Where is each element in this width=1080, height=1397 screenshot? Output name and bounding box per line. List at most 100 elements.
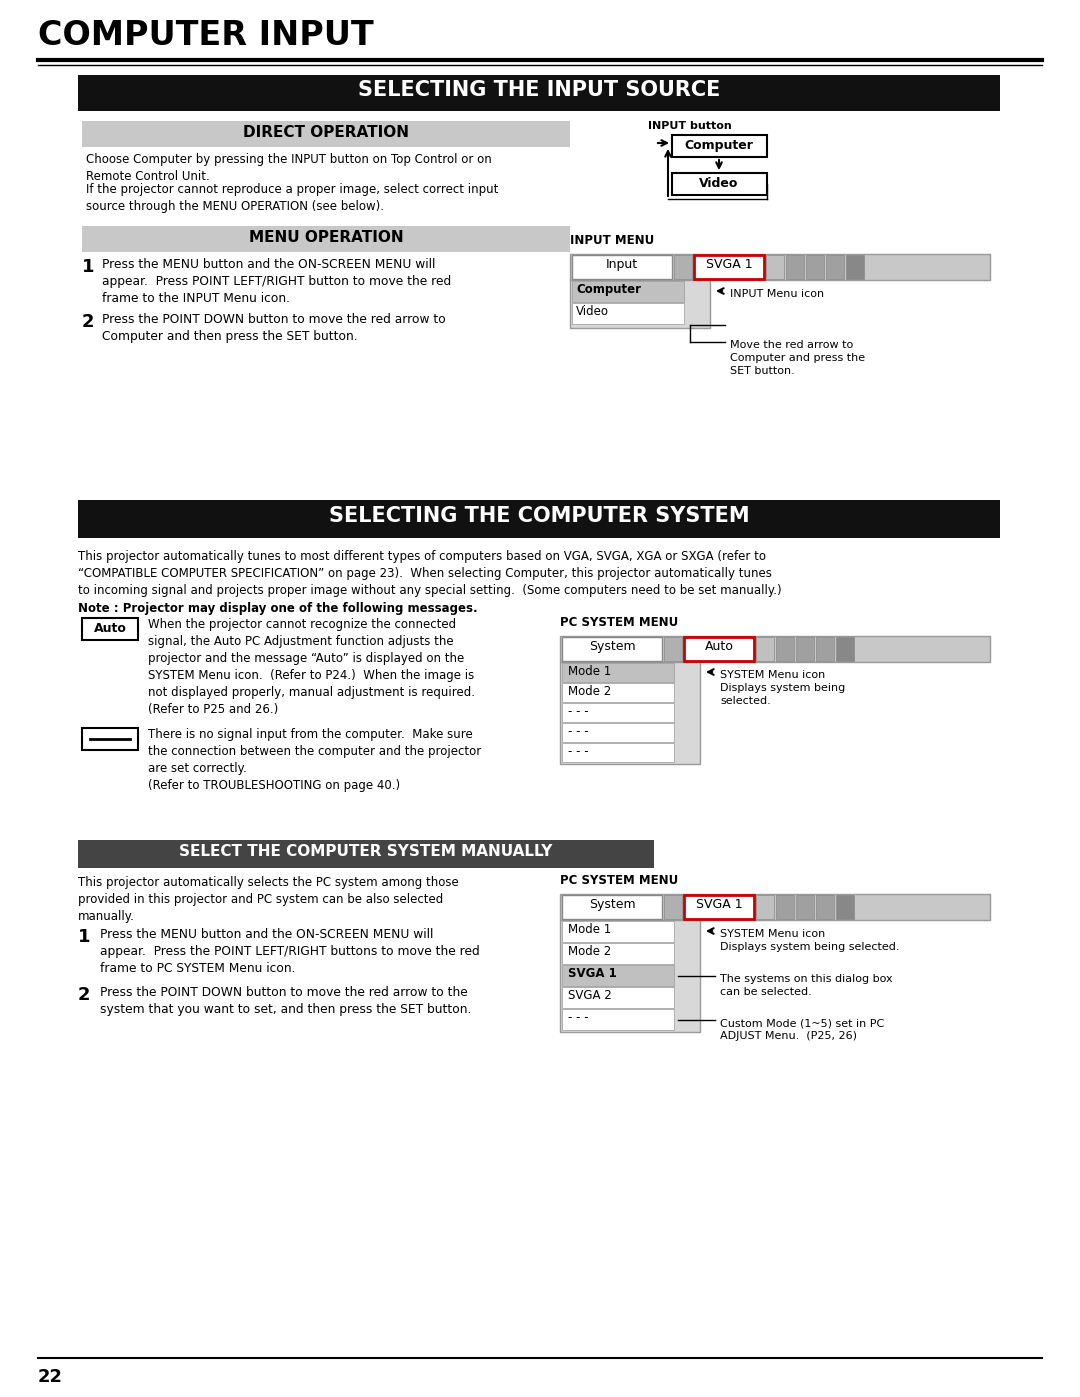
Text: Press the POINT DOWN button to move the red arrow to the
system that you want to: Press the POINT DOWN button to move the …	[100, 986, 471, 1016]
Text: INPUT Menu icon: INPUT Menu icon	[730, 289, 824, 299]
Bar	[561, 662, 700, 764]
Text: MENU OPERATION: MENU OPERATION	[248, 231, 403, 244]
Text: Press the POINT DOWN button to move the red arrow to
Computer and then press the: Press the POINT DOWN button to move the …	[102, 313, 446, 344]
Text: SELECT THE COMPUTER SYSTEM MANUALLY: SELECT THE COMPUTER SYSTEM MANUALLY	[179, 844, 553, 859]
Bar	[796, 895, 814, 919]
Bar	[684, 895, 754, 919]
Bar	[664, 637, 681, 661]
Text: Mode 2: Mode 2	[568, 685, 611, 698]
Text: System: System	[589, 898, 635, 911]
Bar	[561, 921, 700, 1032]
Text: SVGA 1: SVGA 1	[696, 898, 742, 911]
Text: If the projector cannot reproduce a proper image, select correct input
source th: If the projector cannot reproduce a prop…	[86, 183, 498, 212]
Text: - - -: - - -	[568, 1011, 589, 1024]
Text: SVGA 1: SVGA 1	[705, 258, 753, 271]
Bar	[572, 281, 684, 302]
Bar	[674, 256, 692, 279]
Text: System: System	[589, 640, 635, 652]
Text: Video: Video	[576, 305, 609, 319]
Text: SELECTING THE INPUT SOURCE: SELECTING THE INPUT SOURCE	[357, 80, 720, 101]
Bar	[562, 703, 674, 722]
Text: 1: 1	[82, 258, 95, 277]
Bar	[786, 256, 804, 279]
Text: DIRECT OPERATION: DIRECT OPERATION	[243, 124, 409, 140]
Bar	[836, 895, 854, 919]
Bar	[836, 637, 854, 661]
Bar	[78, 75, 1000, 110]
Text: SVGA 1: SVGA 1	[568, 967, 617, 981]
Bar	[796, 637, 814, 661]
Text: PC SYSTEM MENU: PC SYSTEM MENU	[561, 616, 678, 629]
Text: Press the MENU button and the ON-SCREEN MENU will
appear.  Press POINT LEFT/RIGH: Press the MENU button and the ON-SCREEN …	[102, 258, 451, 305]
Text: 22: 22	[38, 1368, 63, 1386]
Text: The systems on this dialog box
can be selected.: The systems on this dialog box can be se…	[720, 974, 893, 997]
Text: There is no signal input from the computer.  Make sure
the connection between th: There is no signal input from the comput…	[148, 728, 482, 792]
Bar	[672, 136, 767, 156]
Text: - - -: - - -	[568, 745, 589, 759]
Bar	[562, 664, 674, 682]
Bar	[777, 637, 794, 661]
Text: 1: 1	[78, 928, 91, 946]
Text: Computer: Computer	[685, 138, 754, 152]
Text: SYSTEM Menu icon
Displays system being
selected.: SYSTEM Menu icon Displays system being s…	[720, 671, 846, 707]
Bar	[82, 617, 138, 640]
Text: Computer: Computer	[576, 284, 642, 296]
Bar	[756, 637, 774, 661]
Bar	[78, 500, 1000, 538]
Text: Auto: Auto	[704, 640, 733, 652]
Bar	[78, 840, 654, 868]
Text: Video: Video	[700, 177, 739, 190]
Text: When the projector cannot recognize the connected
signal, the Auto PC Adjustment: When the projector cannot recognize the …	[148, 617, 475, 717]
Text: Mode 2: Mode 2	[568, 944, 611, 958]
Bar	[562, 943, 674, 964]
Bar	[562, 1009, 674, 1030]
Bar	[694, 256, 764, 279]
Text: Input: Input	[606, 258, 638, 271]
Text: Move the red arrow to
Computer and press the
SET button.: Move the red arrow to Computer and press…	[730, 339, 865, 376]
Bar	[570, 254, 990, 279]
Bar	[672, 173, 767, 196]
Bar	[664, 895, 681, 919]
Bar	[756, 895, 774, 919]
Bar	[562, 988, 674, 1009]
Bar	[816, 895, 834, 919]
Bar	[82, 226, 570, 251]
Text: Auto: Auto	[94, 622, 126, 636]
Text: INPUT button: INPUT button	[648, 122, 732, 131]
Text: PC SYSTEM MENU: PC SYSTEM MENU	[561, 875, 678, 887]
Bar	[82, 728, 138, 750]
Text: SELECTING THE COMPUTER SYSTEM: SELECTING THE COMPUTER SYSTEM	[328, 506, 750, 527]
Text: 2: 2	[82, 313, 95, 331]
Text: - - -: - - -	[568, 725, 589, 738]
Bar	[766, 256, 784, 279]
Bar	[561, 636, 990, 662]
Bar	[562, 965, 674, 986]
Text: COMPUTER INPUT: COMPUTER INPUT	[38, 20, 374, 52]
Bar	[562, 724, 674, 742]
Text: Press the MENU button and the ON-SCREEN MENU will
appear.  Press the POINT LEFT/: Press the MENU button and the ON-SCREEN …	[100, 928, 480, 975]
Bar	[572, 303, 684, 324]
Bar	[684, 637, 754, 661]
Bar	[826, 256, 843, 279]
Bar	[816, 637, 834, 661]
Bar	[562, 921, 674, 942]
Bar	[562, 895, 662, 919]
Text: Mode 1: Mode 1	[568, 923, 611, 936]
Bar	[561, 894, 990, 921]
Bar	[572, 256, 672, 279]
Text: - - -: - - -	[568, 705, 589, 718]
Bar	[562, 743, 674, 761]
Bar	[82, 122, 570, 147]
Bar	[777, 895, 794, 919]
Text: This projector automatically selects the PC system among those
provided in this : This projector automatically selects the…	[78, 876, 459, 923]
Text: Mode 1: Mode 1	[568, 665, 611, 678]
Text: SYSTEM Menu icon
Displays system being selected.: SYSTEM Menu icon Displays system being s…	[720, 929, 900, 953]
Bar	[846, 256, 864, 279]
Text: This projector automatically tunes to most different types of computers based on: This projector automatically tunes to mo…	[78, 550, 782, 597]
Text: 2: 2	[78, 986, 91, 1004]
Text: Note : Projector may display one of the following messages.: Note : Projector may display one of the …	[78, 602, 477, 615]
Text: Choose Computer by pressing the INPUT button on Top Control or on
Remote Control: Choose Computer by pressing the INPUT bu…	[86, 154, 491, 183]
Text: SVGA 2: SVGA 2	[568, 989, 611, 1002]
Bar	[806, 256, 824, 279]
Text: Custom Mode (1~5) set in PC
ADJUST Menu.  (P25, 26): Custom Mode (1~5) set in PC ADJUST Menu.…	[720, 1018, 885, 1041]
